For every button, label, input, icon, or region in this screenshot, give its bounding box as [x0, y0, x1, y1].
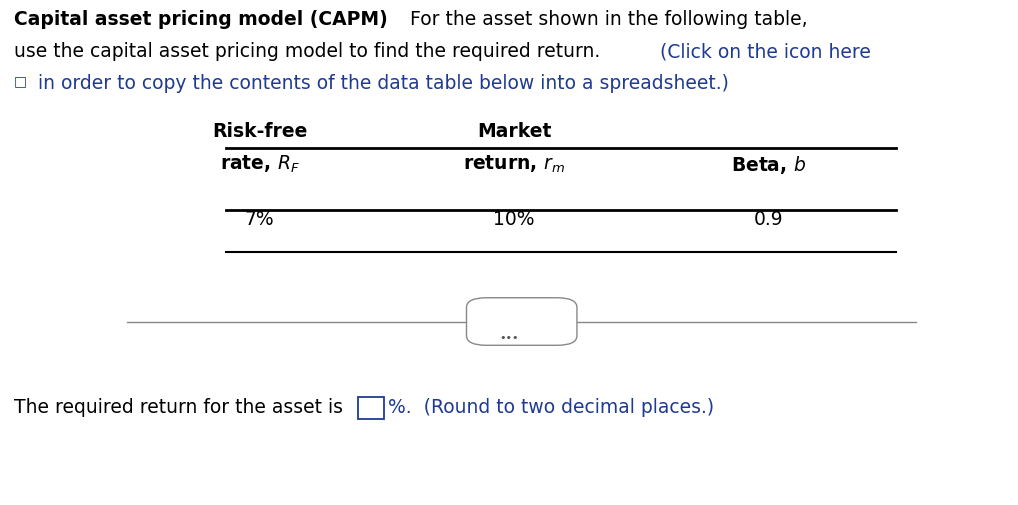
FancyBboxPatch shape	[466, 298, 577, 345]
Text: •••: •••	[499, 332, 519, 342]
Text: return, $r_m$: return, $r_m$	[463, 154, 565, 175]
Text: For the asset shown in the following table,: For the asset shown in the following tab…	[398, 10, 807, 29]
Text: The required return for the asset is: The required return for the asset is	[14, 397, 349, 416]
Text: Market: Market	[476, 122, 552, 141]
Text: 0.9: 0.9	[753, 210, 784, 229]
Text: %.  (Round to two decimal places.): %. (Round to two decimal places.)	[388, 397, 714, 416]
Text: use the capital asset pricing model to find the required return.: use the capital asset pricing model to f…	[14, 42, 601, 61]
Text: (Click on the icon here: (Click on the icon here	[660, 42, 870, 61]
Text: in order to copy the contents of the data table below into a spreadsheet.): in order to copy the contents of the dat…	[38, 74, 729, 93]
Text: □: □	[14, 74, 27, 88]
Text: 7%: 7%	[244, 210, 275, 229]
Text: Capital asset pricing model (CAPM): Capital asset pricing model (CAPM)	[14, 10, 388, 29]
Text: Risk-free: Risk-free	[212, 122, 307, 141]
Text: rate, $R_F$: rate, $R_F$	[220, 154, 299, 175]
Text: Beta, $\mathit{b}$: Beta, $\mathit{b}$	[731, 154, 806, 176]
Text: 10%: 10%	[494, 210, 534, 229]
